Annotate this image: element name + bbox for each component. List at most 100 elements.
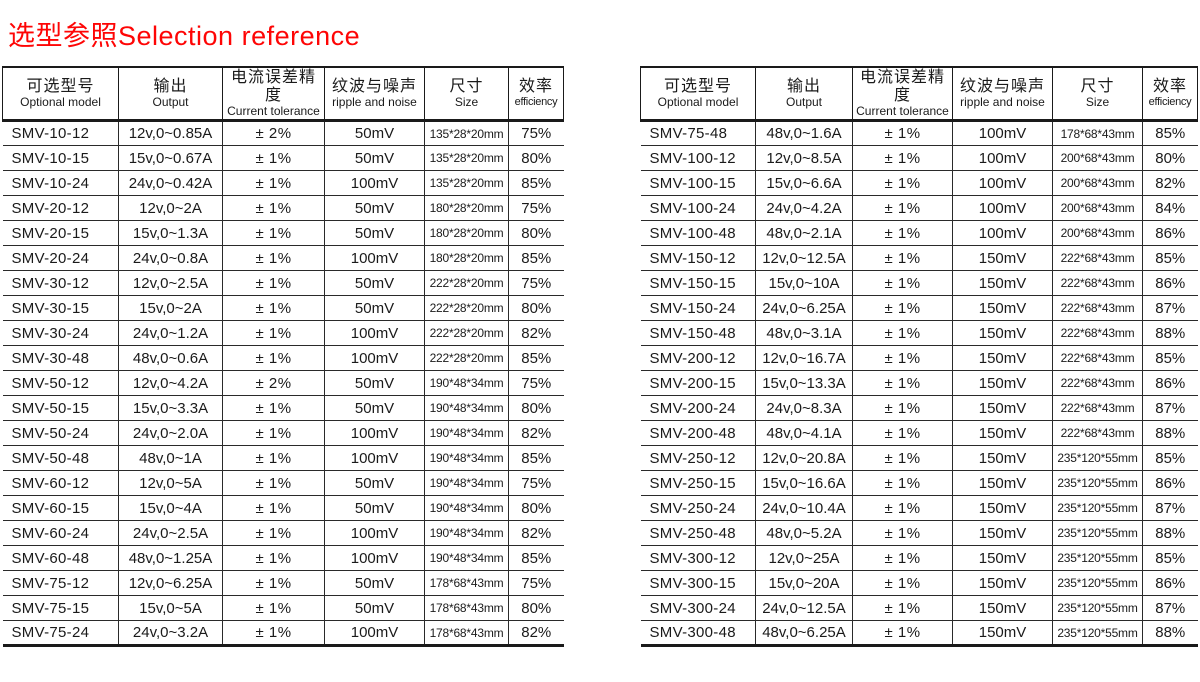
efficiency-cell: 86% (1142, 270, 1198, 296)
tolerance-cell: ± 1% (852, 195, 953, 221)
efficiency-cell: 85% (1142, 545, 1198, 571)
table-row: SMV-20-24 24v,0~0.8A ± 1% 100mV 180*28*2… (2, 245, 564, 271)
size-cell: 235*120*55mm (1052, 495, 1143, 521)
output-cell: 24v,0~1.2A (118, 320, 223, 346)
output-cell: 12v,0~12.5A (755, 245, 853, 271)
ripple-cell: 150mV (952, 620, 1053, 646)
efficiency-cell: 85% (1142, 445, 1198, 471)
ripple-cell: 150mV (952, 395, 1053, 421)
ripple-cell: 50mV (324, 270, 425, 296)
size-cell: 190*48*34mm (424, 520, 509, 546)
tolerance-cell: ± 2% (222, 120, 325, 146)
output-cell: 15v,0~2A (118, 295, 223, 321)
model-cell: SMV-30-24 (2, 320, 119, 346)
col-header-output-en: Output (152, 95, 189, 109)
output-cell: 15v,0~13.3A (755, 370, 853, 396)
tolerance-cell: ± 1% (852, 320, 953, 346)
ripple-cell: 100mV (324, 345, 425, 371)
size-cell: 222*68*43mm (1052, 320, 1143, 346)
ripple-cell: 150mV (952, 295, 1053, 321)
table-row: SMV-250-15 15v,0~16.6A ± 1% 150mV 235*12… (640, 470, 1198, 496)
col-header-model-zh: 可选型号 (663, 78, 732, 95)
ripple-cell: 100mV (952, 170, 1053, 196)
col-header-tolerance-zh: 电流误差精度 (230, 69, 316, 104)
tolerance-cell: ± 1% (222, 220, 325, 246)
model-cell: SMV-60-12 (2, 470, 119, 496)
size-cell: 222*68*43mm (1052, 395, 1143, 421)
output-cell: 48v,0~5.2A (755, 520, 853, 546)
tolerance-cell: ± 1% (222, 195, 325, 221)
tolerance-cell: ± 1% (852, 570, 953, 596)
tolerance-cell: ± 1% (852, 370, 953, 396)
model-cell: SMV-250-15 (640, 470, 756, 496)
tolerance-cell: ± 1% (852, 495, 953, 521)
size-cell: 200*68*43mm (1052, 145, 1143, 171)
efficiency-cell: 75% (508, 120, 564, 146)
col-header-efficiency: 效率 efficiency (1142, 67, 1198, 122)
tolerance-cell: ± 1% (222, 495, 325, 521)
tolerance-cell: ± 1% (852, 595, 953, 621)
tolerance-cell: ± 1% (222, 420, 325, 446)
ripple-cell: 50mV (324, 470, 425, 496)
selection-table-left: 可选型号 Optional model 输出 Output 电流误差精度 Cur… (2, 66, 564, 647)
output-cell: 15v,0~1.3A (118, 220, 223, 246)
ripple-cell: 150mV (952, 545, 1053, 571)
output-cell: 15v,0~20A (755, 570, 853, 596)
tolerance-cell: ± 1% (222, 145, 325, 171)
size-cell: 135*28*20mm (424, 170, 509, 196)
tolerance-cell: ± 1% (222, 245, 325, 271)
model-cell: SMV-75-15 (2, 595, 119, 621)
tolerance-cell: ± 1% (852, 620, 953, 646)
efficiency-cell: 84% (1142, 195, 1198, 221)
size-cell: 235*120*55mm (1052, 545, 1143, 571)
output-cell: 12v,0~8.5A (755, 145, 853, 171)
output-cell: 48v,0~1A (118, 445, 223, 471)
table-row: SMV-150-15 15v,0~10A ± 1% 150mV 222*68*4… (640, 270, 1198, 296)
ripple-cell: 50mV (324, 370, 425, 396)
ripple-cell: 150mV (952, 345, 1053, 371)
table-row: SMV-10-12 12v,0~0.85A ± 2% 50mV 135*28*2… (2, 120, 564, 146)
output-cell: 15v,0~4A (118, 495, 223, 521)
table-row: SMV-200-15 15v,0~13.3A ± 1% 150mV 222*68… (640, 370, 1198, 396)
output-cell: 24v,0~12.5A (755, 595, 853, 621)
size-cell: 222*68*43mm (1052, 295, 1143, 321)
ripple-cell: 100mV (952, 220, 1053, 246)
table-row: SMV-200-24 24v,0~8.3A ± 1% 150mV 222*68*… (640, 395, 1198, 421)
tolerance-cell: ± 2% (222, 370, 325, 396)
model-cell: SMV-10-15 (2, 145, 119, 171)
tolerance-cell: ± 1% (852, 220, 953, 246)
tolerance-cell: ± 1% (222, 445, 325, 471)
ripple-cell: 50mV (324, 395, 425, 421)
col-header-output-zh: 输出 (786, 78, 821, 95)
size-cell: 190*48*34mm (424, 495, 509, 521)
model-cell: SMV-150-24 (640, 295, 756, 321)
table-row: SMV-200-12 12v,0~16.7A ± 1% 150mV 222*68… (640, 345, 1198, 371)
size-cell: 200*68*43mm (1052, 170, 1143, 196)
table-row: SMV-150-24 24v,0~6.25A ± 1% 150mV 222*68… (640, 295, 1198, 321)
col-header-tolerance: 电流误差精度 Current tolerance (222, 67, 325, 122)
tolerance-cell: ± 1% (222, 545, 325, 571)
table-row: SMV-150-12 12v,0~12.5A ± 1% 150mV 222*68… (640, 245, 1198, 271)
efficiency-cell: 88% (1142, 420, 1198, 446)
table-row: SMV-75-12 12v,0~6.25A ± 1% 50mV 178*68*4… (2, 570, 564, 596)
tolerance-cell: ± 1% (222, 520, 325, 546)
size-cell: 222*28*20mm (424, 345, 509, 371)
ripple-cell: 100mV (324, 170, 425, 196)
output-cell: 15v,0~6.6A (755, 170, 853, 196)
efficiency-cell: 82% (508, 420, 564, 446)
col-header-model: 可选型号 Optional model (640, 67, 756, 122)
size-cell: 222*28*20mm (424, 295, 509, 321)
efficiency-cell: 82% (508, 620, 564, 646)
model-cell: SMV-250-12 (640, 445, 756, 471)
tolerance-cell: ± 1% (222, 295, 325, 321)
header-row: 可选型号 Optional model 输出 Output 电流误差精度 Cur… (640, 67, 1198, 122)
col-header-ripple: 纹波与噪声 ripple and noise (324, 67, 425, 122)
tolerance-cell: ± 1% (852, 470, 953, 496)
col-header-ripple-en: ripple and noise (960, 95, 1045, 109)
table-row: SMV-300-15 15v,0~20A ± 1% 150mV 235*120*… (640, 570, 1198, 596)
model-cell: SMV-150-12 (640, 245, 756, 271)
efficiency-cell: 75% (508, 470, 564, 496)
header-row: 可选型号 Optional model 输出 Output 电流误差精度 Cur… (2, 67, 564, 122)
model-cell: SMV-250-24 (640, 495, 756, 521)
model-cell: SMV-250-48 (640, 520, 756, 546)
